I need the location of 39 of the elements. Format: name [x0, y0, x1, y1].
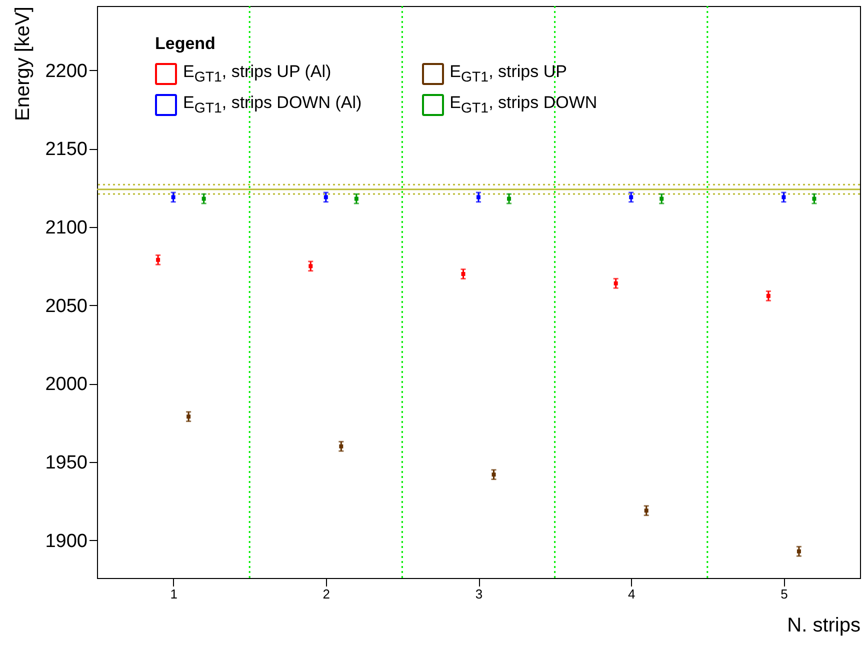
- point: [202, 196, 206, 201]
- y-tick-label: 2150: [45, 139, 88, 160]
- point: [354, 196, 358, 201]
- point: [660, 196, 664, 201]
- point: [629, 195, 634, 200]
- point: [782, 195, 786, 200]
- legend-label: E$_{GT1}$, strips DOWN: [450, 93, 598, 117]
- point: [156, 258, 160, 262]
- point: [796, 549, 801, 554]
- y-tick-label: 1900: [45, 530, 88, 552]
- legend-label: E$_{GT1}$, strips UP: [450, 62, 567, 86]
- x-tick-label: 5: [780, 586, 788, 602]
- point: [644, 508, 648, 513]
- point: [766, 294, 770, 298]
- x-tick-label: 1: [170, 586, 178, 602]
- point: [186, 414, 191, 419]
- y-tick-label: 2050: [45, 296, 88, 317]
- point: [461, 272, 466, 276]
- y-axis-title: Energy [keV]: [12, 6, 34, 122]
- y-tick-label: 1950: [45, 452, 88, 474]
- legend-label: E$_{GT1}$, strips DOWN (Al): [183, 93, 362, 117]
- point: [507, 196, 512, 201]
- point: [171, 195, 176, 200]
- point: [614, 281, 618, 286]
- y-tick-label: 2200: [45, 60, 88, 82]
- point: [476, 195, 480, 200]
- point: [324, 195, 328, 200]
- point: [308, 264, 313, 268]
- x-axis-title: N. strips: [787, 614, 860, 636]
- x-tick-label: 3: [475, 586, 483, 602]
- x-tick-label: 4: [628, 586, 636, 602]
- point: [812, 196, 816, 201]
- point: [339, 444, 344, 448]
- y-tick-label: 2100: [45, 217, 88, 238]
- y-tick-label: 2000: [45, 374, 88, 396]
- legend-label: E$_{GT1}$, strips UP (Al): [183, 62, 332, 86]
- x-tick-label: 2: [322, 586, 330, 602]
- point: [492, 472, 496, 477]
- legend-title: Legend: [155, 34, 216, 54]
